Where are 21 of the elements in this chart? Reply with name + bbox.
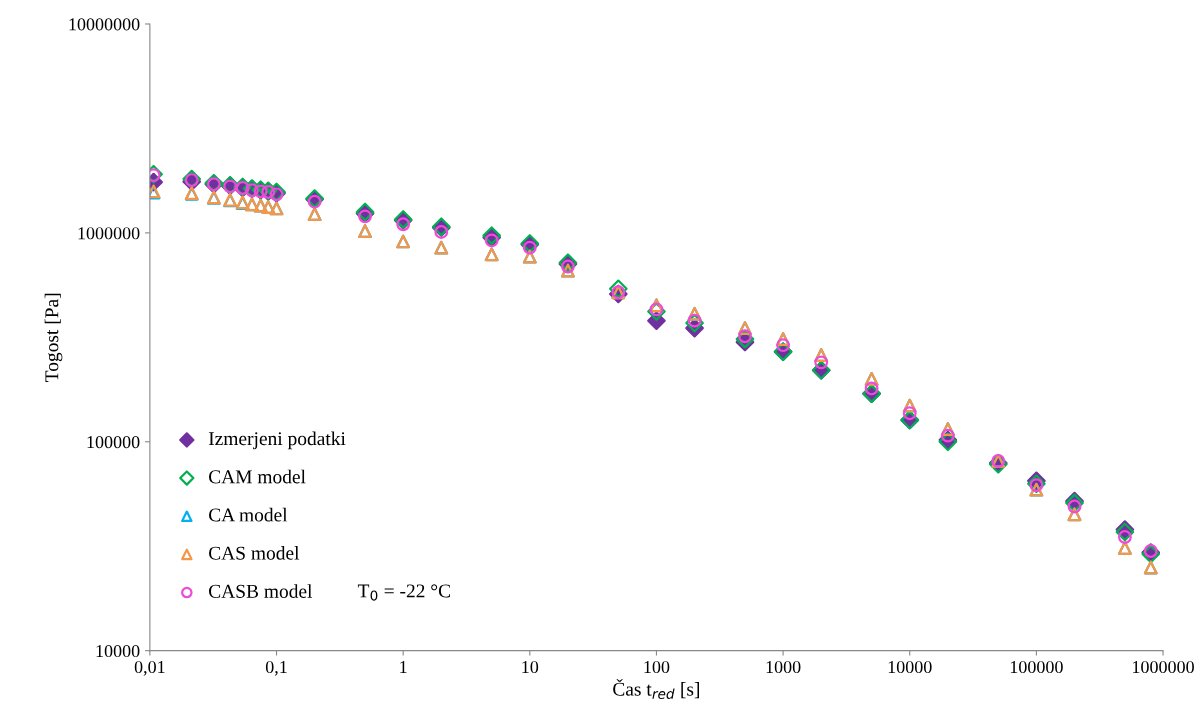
y-tick-label: 100000	[87, 436, 140, 449]
y-tick-label: 1000000	[78, 227, 140, 240]
legend-label: CAS model	[209, 546, 300, 560]
x-tick-label: 1	[400, 661, 407, 673]
x-tick-label: 10000	[888, 660, 932, 674]
x-tick-label: 0,01	[134, 660, 165, 676]
legend-label: CA model	[209, 507, 288, 522]
legend-label: CASB model	[209, 584, 313, 598]
x-axis-title: Čas t$_{red}$ [s]	[613, 678, 700, 699]
x-tick-label: 100000	[1010, 660, 1063, 674]
x-tick-label: 1000000	[1133, 660, 1194, 674]
annotation: T$_{0}$ = -22 °C	[357, 584, 450, 601]
y-axis-title: Togost [Pa]	[44, 293, 63, 382]
x-tick-label: 0,1	[265, 660, 287, 676]
y-tick-label: 10000	[96, 644, 140, 658]
y-tick-label: 10000000	[69, 18, 140, 31]
x-tick-label: 100	[644, 660, 670, 674]
x-tick-label: 10	[522, 660, 539, 674]
x-tick-label: 1000	[766, 660, 801, 674]
legend-label: Izmerjeni podatki	[208, 431, 346, 450]
legend-label: CAM model	[209, 469, 306, 484]
